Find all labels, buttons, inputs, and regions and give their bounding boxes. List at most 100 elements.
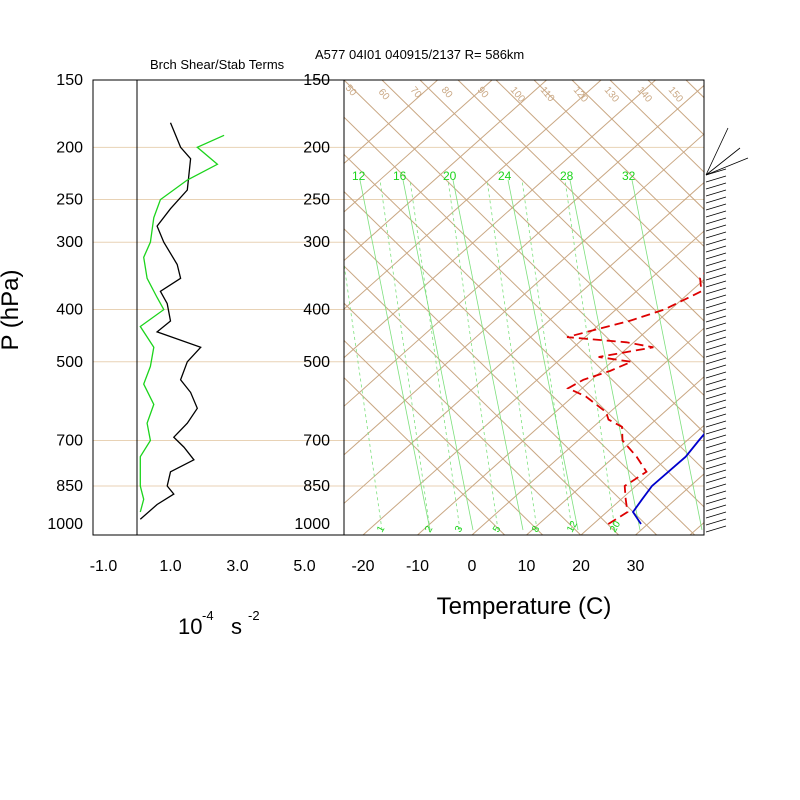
mixing-ratio-line: [409, 179, 461, 531]
temperature-x-tick-label: 0: [468, 558, 477, 575]
dry-adiabat-line: [381, 80, 704, 396]
mixing-ratio-top-label: 32: [622, 169, 636, 183]
mixing-ratio-top-label: 20: [443, 169, 457, 183]
left-series-line-0: [139, 122, 202, 520]
wind-barb: [705, 518, 727, 526]
wind-barb: [705, 336, 727, 344]
mixing-ratio-bottom-label: 12: [565, 519, 580, 535]
moist-adiabat-line: [452, 179, 524, 531]
dry-adiabat-line: [419, 80, 704, 359]
temperature-line: [631, 432, 704, 525]
mixing-ratio-bottom-label: 1: [375, 524, 388, 535]
wind-barb: [705, 462, 727, 470]
mixing-ratio-bottom-label: 2: [423, 524, 436, 535]
temperature-x-tick-label: 10: [518, 558, 536, 575]
skewt-y-tick-label: 300: [303, 234, 330, 251]
left-x-axis-label-exp: -4: [202, 608, 214, 623]
wind-barb: [705, 224, 727, 232]
left-y-tick-label: 150: [56, 72, 83, 89]
wind-barb: [705, 497, 727, 505]
wind-barb: [705, 427, 727, 435]
skewt-y-tick-label: 700: [303, 433, 330, 450]
dry-adiabat-line: [533, 80, 704, 248]
isotherm-line: [471, 327, 704, 535]
dry-adiabat-line: [344, 190, 696, 535]
moist-adiabat-line: [359, 179, 431, 531]
dry-adiabat-line: [344, 265, 620, 535]
left-y-tick-label: 200: [56, 139, 83, 156]
dry-adiabat-line: [495, 80, 704, 285]
wind-barb: [705, 315, 727, 323]
moist-adiabat-line: [631, 179, 703, 531]
wind-barb: [705, 308, 727, 316]
skewt-series-group: [566, 272, 704, 525]
isotherm-line: [344, 133, 704, 456]
wind-barb: [705, 322, 727, 330]
theta-label: 110: [538, 85, 557, 105]
wind-barb: [705, 399, 727, 407]
left-x-axis-label-unit: s: [231, 614, 242, 639]
wind-barb: [705, 357, 727, 365]
left-y-tick-label: 500: [56, 354, 83, 371]
mixing-ratio-bottom-label: 8: [530, 524, 543, 535]
wind-barb: [705, 448, 727, 456]
wind-barb: [705, 294, 727, 302]
left-y-tick-labels: 150 200 250 300 400 500 700 850 1000: [47, 72, 83, 533]
wind-barb: [705, 364, 727, 372]
left-y-tick-label: 850: [56, 478, 83, 495]
isotherm-line: [344, 80, 602, 310]
skewt-y-tick-label: 400: [303, 302, 330, 319]
theta-label: 100: [508, 85, 527, 105]
wind-barb: [705, 483, 727, 491]
isotherm-line: [344, 84, 704, 407]
theta-label: 150: [666, 85, 685, 105]
shear-stab-panel: 150 200 250 300 400 500 700 850 1000 -1.0 1.0 3.0 5…: [0, 57, 345, 639]
wind-barb: [705, 476, 727, 484]
left-x-tick-label: 5.0: [293, 558, 315, 575]
dry-adiabat-line: [609, 80, 704, 173]
mixing-ratio-top-label: 24: [498, 169, 512, 183]
left-y-tick-label: 250: [56, 192, 83, 209]
mixing-ratio-bottom-label: 3: [453, 524, 466, 535]
temperature-x-tick-label: 20: [572, 558, 590, 575]
left-series-line-1: [139, 134, 225, 513]
mixing-ratio-line: [486, 179, 538, 531]
wind-barb: [705, 385, 727, 393]
wind-barb: [705, 259, 727, 267]
wind-barb: [705, 273, 727, 281]
dewpoint-line: [566, 272, 704, 525]
dry-adiabat-line: [344, 116, 704, 471]
wind-barb: [705, 203, 727, 211]
isotherm-line: [344, 181, 704, 505]
wind-barb: [705, 490, 727, 498]
mixing-ratio-top-label: 12: [352, 169, 366, 183]
wind-barb: [705, 182, 727, 190]
isotherm-line: [417, 279, 704, 535]
skewt-y-tick-labels: 150 200 250 300 400 500 700 850 1000: [294, 72, 330, 533]
left-x-axis-label-unit-exp: -2: [248, 608, 260, 623]
wind-barb: [705, 210, 727, 218]
wind-barb: [705, 413, 727, 421]
isotherm-line: [745, 80, 800, 535]
isotherm-line: [362, 230, 704, 535]
dry-adiabat-line: [724, 80, 800, 550]
wind-barb: [705, 280, 727, 288]
mixing-ratio-bottom-label: 20: [608, 519, 623, 535]
mixing-ratio-bottom-label: 5: [491, 524, 504, 535]
skewt-y-tick-label: 250: [303, 192, 330, 209]
wind-barb-top: [705, 127, 749, 176]
theta-label: 80: [439, 85, 455, 101]
wind-barbs: [705, 127, 749, 533]
dry-adiabat-line: [344, 153, 704, 508]
moist-adiabat-line: [569, 179, 641, 531]
left-x-axis-label-base: 10: [178, 614, 202, 639]
wind-barb: [705, 455, 727, 463]
wind-barb: [705, 238, 727, 246]
left-y-tick-label: 300: [56, 234, 83, 251]
wind-barb: [705, 504, 727, 512]
dry-adiabat-line: [571, 80, 704, 210]
skewt-y-tick-label: 200: [303, 139, 330, 156]
theta-label: 50: [343, 83, 359, 99]
isotherm-line: [635, 473, 704, 535]
